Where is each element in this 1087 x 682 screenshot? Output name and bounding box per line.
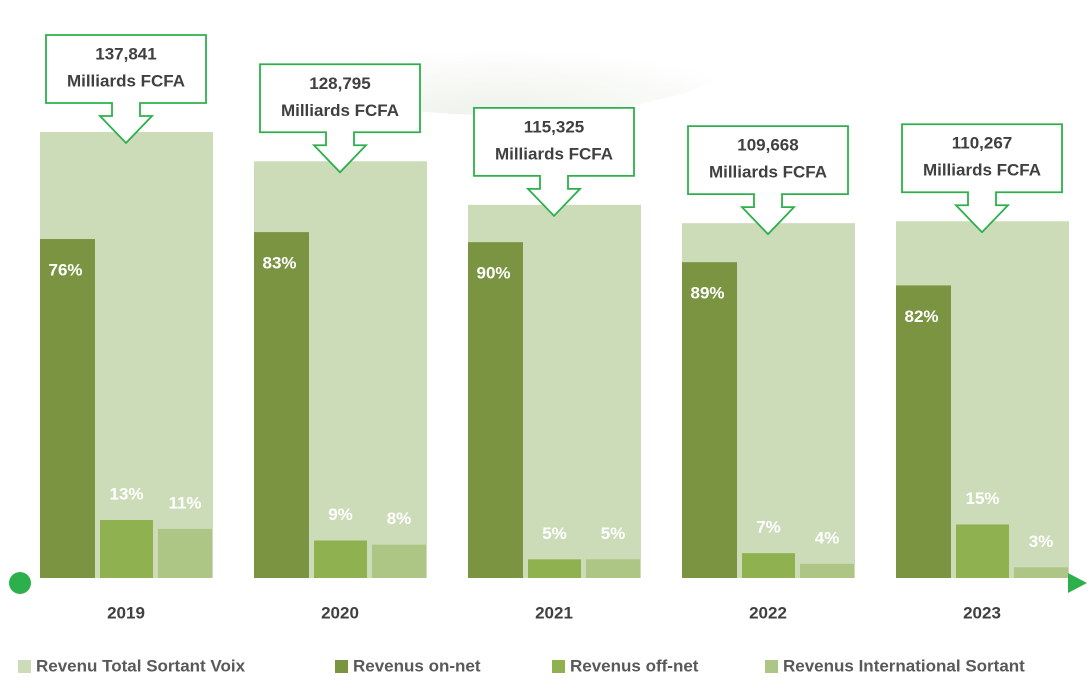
bar [254,232,309,578]
callout-value: 137,841 [95,44,156,63]
bar [372,544,426,578]
legend-swatch [335,660,348,673]
bar [742,553,795,578]
callout [45,34,207,145]
value-label: 3% [1029,532,1054,551]
value-label: 83% [262,254,296,273]
callout [687,125,849,236]
legend-label: Revenus International Sortant [783,656,1025,675]
bar [1014,567,1068,578]
bar [586,559,640,578]
callout-value: 115,325 [524,117,585,136]
value-label: 4% [815,528,840,547]
bar [100,520,153,578]
x-tick-label: 2020 [321,603,359,622]
callout-value: 110,267 [952,134,1013,153]
callout [259,63,421,174]
bar [40,239,95,579]
value-label: 8% [387,509,412,528]
value-label: 82% [904,307,938,326]
bar [314,540,367,578]
legend-swatch [18,660,31,673]
legend-label: Revenus off-net [570,656,699,675]
bar [956,524,1009,578]
value-label: 7% [756,518,781,537]
callout-unit: Milliards FCFA [709,163,827,182]
value-label: 9% [328,505,353,524]
x-tick-label: 2022 [749,603,787,622]
callout-value: 128,795 [309,74,370,93]
bar [896,285,951,578]
bar [682,262,737,578]
legend-label: Revenus on-net [353,656,481,675]
callout-value: 109,668 [737,136,798,155]
callout [473,106,635,218]
bar [800,563,854,578]
axis-arrow [1068,573,1087,593]
legend-label: Revenu Total Sortant Voix [36,656,246,675]
value-label: 90% [476,264,510,283]
bar [468,242,523,579]
bar [528,559,581,578]
callout-unit: Milliards FCFA [67,71,185,90]
callout-unit: Milliards FCFA [281,101,399,120]
bar [158,528,212,578]
callout [901,123,1063,234]
value-label: 11% [168,493,201,512]
legend-swatch [765,660,778,673]
value-label: 5% [542,524,567,543]
axis-start [9,572,31,594]
value-label: 15% [965,489,999,508]
x-tick-label: 2019 [107,603,145,622]
x-tick-label: 2023 [963,603,1001,622]
callout-unit: Milliards FCFA [495,144,613,163]
value-label: 13% [109,485,143,504]
value-label: 5% [601,524,626,543]
value-label: 89% [690,284,724,303]
x-tick-label: 2021 [535,603,573,622]
callout-unit: Milliards FCFA [923,161,1041,180]
value-label: 76% [48,261,82,280]
legend-swatch [552,660,565,673]
